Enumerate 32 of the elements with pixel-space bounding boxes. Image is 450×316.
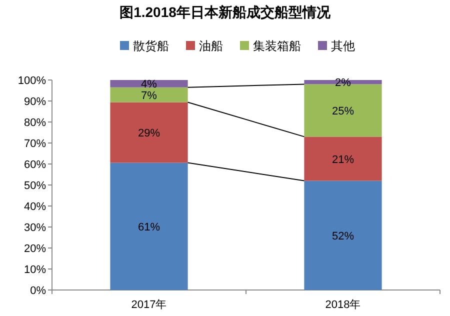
data-label: 29% bbox=[138, 128, 160, 140]
data-label: 4% bbox=[141, 78, 158, 91]
y-tick-label: 60% bbox=[24, 159, 46, 171]
data-label: 2% bbox=[335, 77, 352, 90]
chart-title: 图1.2018年日本新船成交船型情况 bbox=[120, 4, 332, 20]
y-tick-label: 80% bbox=[24, 117, 46, 129]
y-tick-label: 10% bbox=[24, 264, 46, 276]
legend-label: 其他 bbox=[331, 39, 355, 53]
bar bbox=[110, 162, 188, 290]
legend-label: 集装箱船 bbox=[253, 39, 301, 53]
data-label: 21% bbox=[332, 154, 354, 166]
data-label: 61% bbox=[138, 221, 160, 234]
y-tick-label: 0% bbox=[30, 285, 46, 297]
legend-label: 油船 bbox=[199, 39, 223, 53]
y-tick-label: 100% bbox=[18, 75, 46, 87]
data-label: 7% bbox=[141, 90, 158, 102]
y-tick-label: 50% bbox=[24, 180, 46, 192]
legend-label: 散货船 bbox=[133, 39, 169, 53]
bar bbox=[110, 80, 188, 88]
bar bbox=[304, 136, 382, 181]
y-tick-label: 30% bbox=[24, 222, 46, 234]
bar bbox=[110, 87, 188, 102]
y-tick-label: 20% bbox=[24, 243, 46, 255]
bar bbox=[304, 180, 382, 290]
y-tick-label: 90% bbox=[24, 96, 46, 108]
bar bbox=[110, 102, 188, 163]
y-tick-label: 40% bbox=[24, 201, 46, 213]
data-label: 52% bbox=[332, 230, 354, 242]
y-tick-label: 70% bbox=[24, 138, 46, 150]
x-tick-label: 2018年 bbox=[325, 299, 361, 311]
x-tick-label: 2017年 bbox=[131, 299, 167, 311]
data-label: 25% bbox=[332, 105, 354, 118]
